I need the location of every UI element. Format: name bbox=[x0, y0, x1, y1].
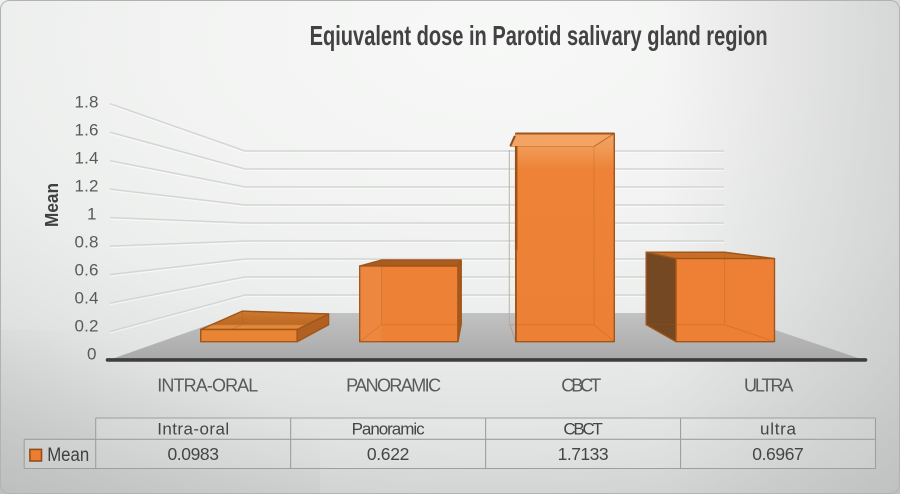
svg-text:Eqiuvalent dose in Parotid sal: Eqiuvalent dose in Parotid salivary glan… bbox=[310, 20, 768, 51]
svg-text:1.8: 1.8 bbox=[75, 93, 99, 112]
svg-text:CBCT: CBCT bbox=[563, 419, 603, 438]
svg-text:1.2: 1.2 bbox=[75, 177, 99, 196]
svg-text:CBCT: CBCT bbox=[561, 376, 601, 396]
svg-text:0.0983: 0.0983 bbox=[167, 444, 219, 464]
svg-text:0: 0 bbox=[87, 345, 96, 364]
svg-text:1.6: 1.6 bbox=[75, 121, 99, 140]
svg-text:Mean: Mean bbox=[42, 183, 62, 227]
svg-text:0.6: 0.6 bbox=[75, 261, 99, 280]
svg-text:1.4: 1.4 bbox=[75, 149, 99, 168]
svg-text:0.4: 0.4 bbox=[75, 289, 99, 308]
svg-text:ULTRA: ULTRA bbox=[744, 376, 794, 396]
svg-text:0.2: 0.2 bbox=[75, 317, 99, 336]
svg-text:1.7133: 1.7133 bbox=[558, 444, 609, 464]
svg-text:0.6967: 0.6967 bbox=[752, 444, 804, 464]
svg-text:Mean: Mean bbox=[47, 445, 89, 466]
svg-text:Intra-oral: Intra-oral bbox=[157, 419, 229, 438]
svg-text:1: 1 bbox=[87, 205, 96, 224]
svg-text:0.8: 0.8 bbox=[75, 233, 99, 252]
svg-text:INTRA-ORAL: INTRA-ORAL bbox=[157, 376, 258, 396]
svg-text:ultra: ultra bbox=[760, 419, 797, 438]
svg-text:PANORAMIC: PANORAMIC bbox=[346, 376, 441, 396]
svg-text:0.622: 0.622 bbox=[367, 444, 410, 464]
svg-text:Panoramic: Panoramic bbox=[352, 419, 426, 438]
